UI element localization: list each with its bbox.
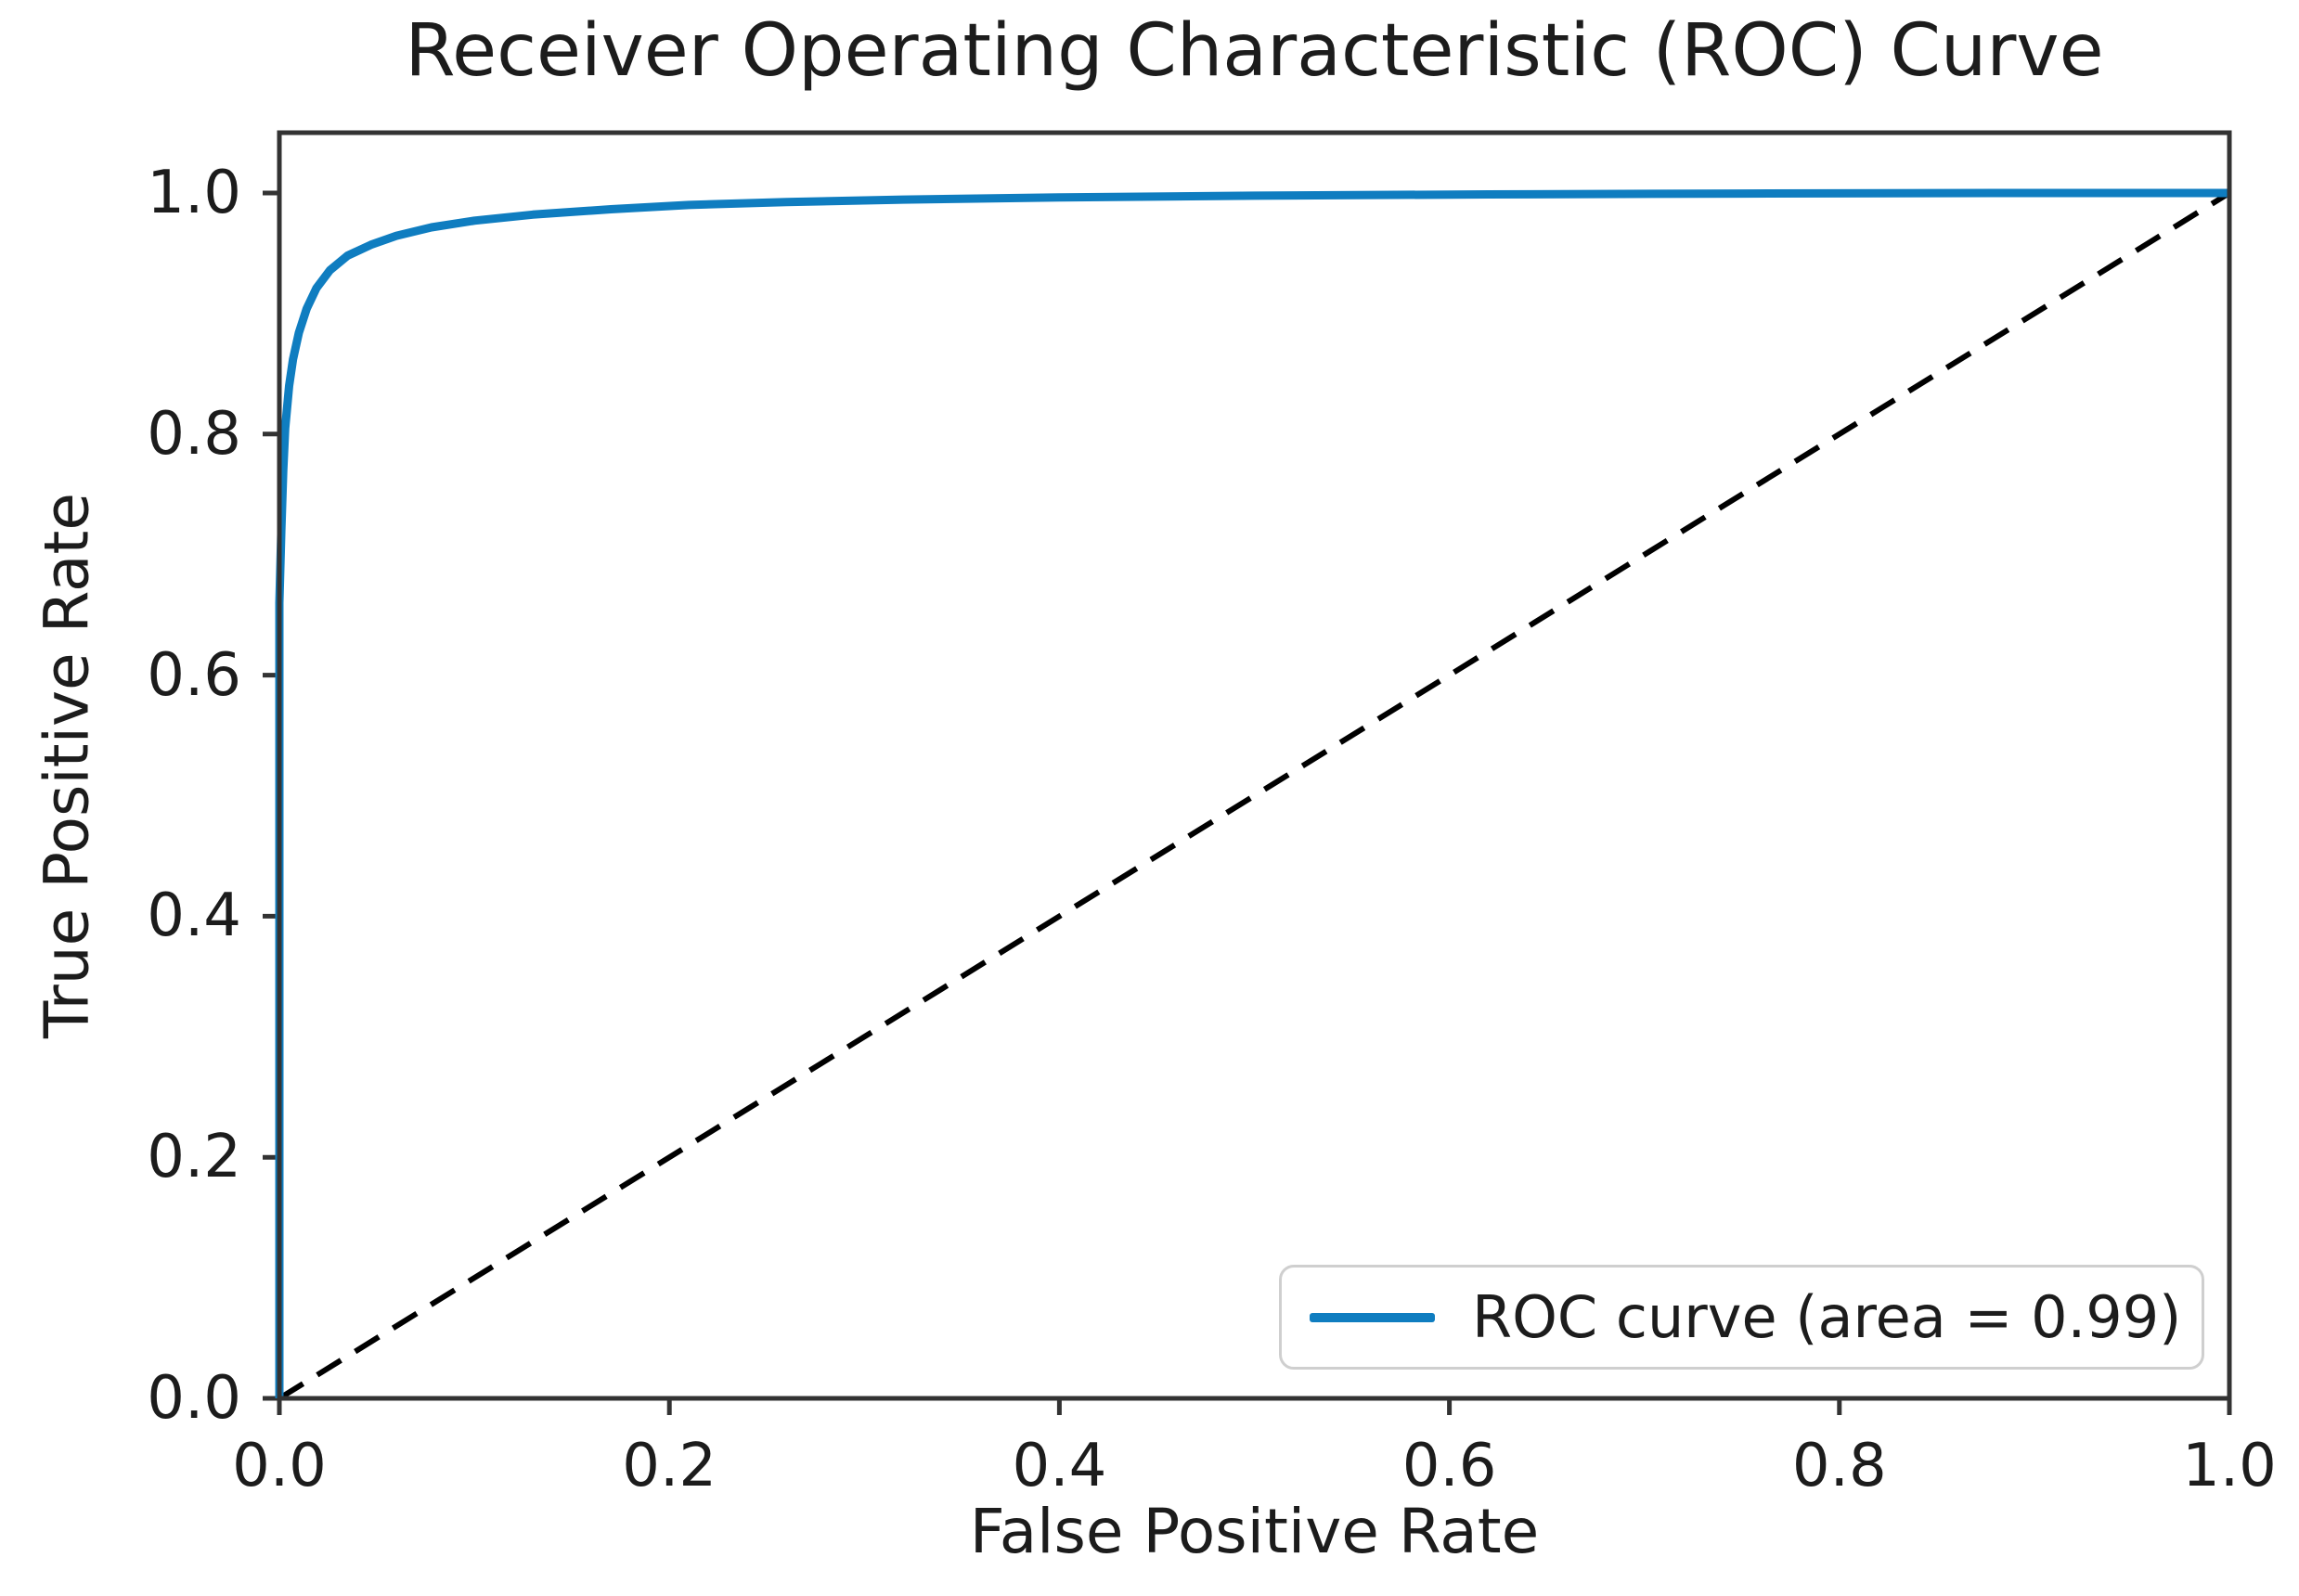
y-tick-label: 0.0 bbox=[147, 1364, 241, 1433]
x-tick-label: 0.0 bbox=[232, 1432, 327, 1500]
x-tick-label: 0.6 bbox=[1401, 1432, 1497, 1500]
x-tick-label: 0.2 bbox=[622, 1432, 717, 1500]
y-tick-label: 0.4 bbox=[147, 882, 241, 951]
x-tick-label: 0.8 bbox=[1791, 1432, 1887, 1500]
y-tick-label: 0.8 bbox=[147, 399, 241, 469]
roc-curve-line bbox=[275, 188, 2229, 1398]
legend-roc-line-sample bbox=[1310, 1312, 1435, 1322]
x-tick-label: 0.4 bbox=[1012, 1432, 1107, 1500]
y-tick-label: 1.0 bbox=[147, 158, 241, 227]
chart-title: Receiver Operating Characteristic (ROC) … bbox=[405, 9, 2104, 93]
y-axis-label: True Positive Rate bbox=[31, 493, 103, 1038]
y-tick-label: 0.6 bbox=[147, 640, 241, 710]
x-axis-label: False Positive Rate bbox=[969, 1496, 1540, 1567]
y-tick-label: 0.2 bbox=[147, 1123, 241, 1192]
legend: ROC curve (area = 0.99) bbox=[1279, 1265, 2204, 1370]
chance-diagonal-line bbox=[278, 190, 2231, 1401]
x-tick-label: 1.0 bbox=[2182, 1432, 2277, 1500]
legend-label: ROC curve (area = 0.99) bbox=[1472, 1283, 2182, 1351]
plot-border bbox=[277, 130, 2232, 1401]
